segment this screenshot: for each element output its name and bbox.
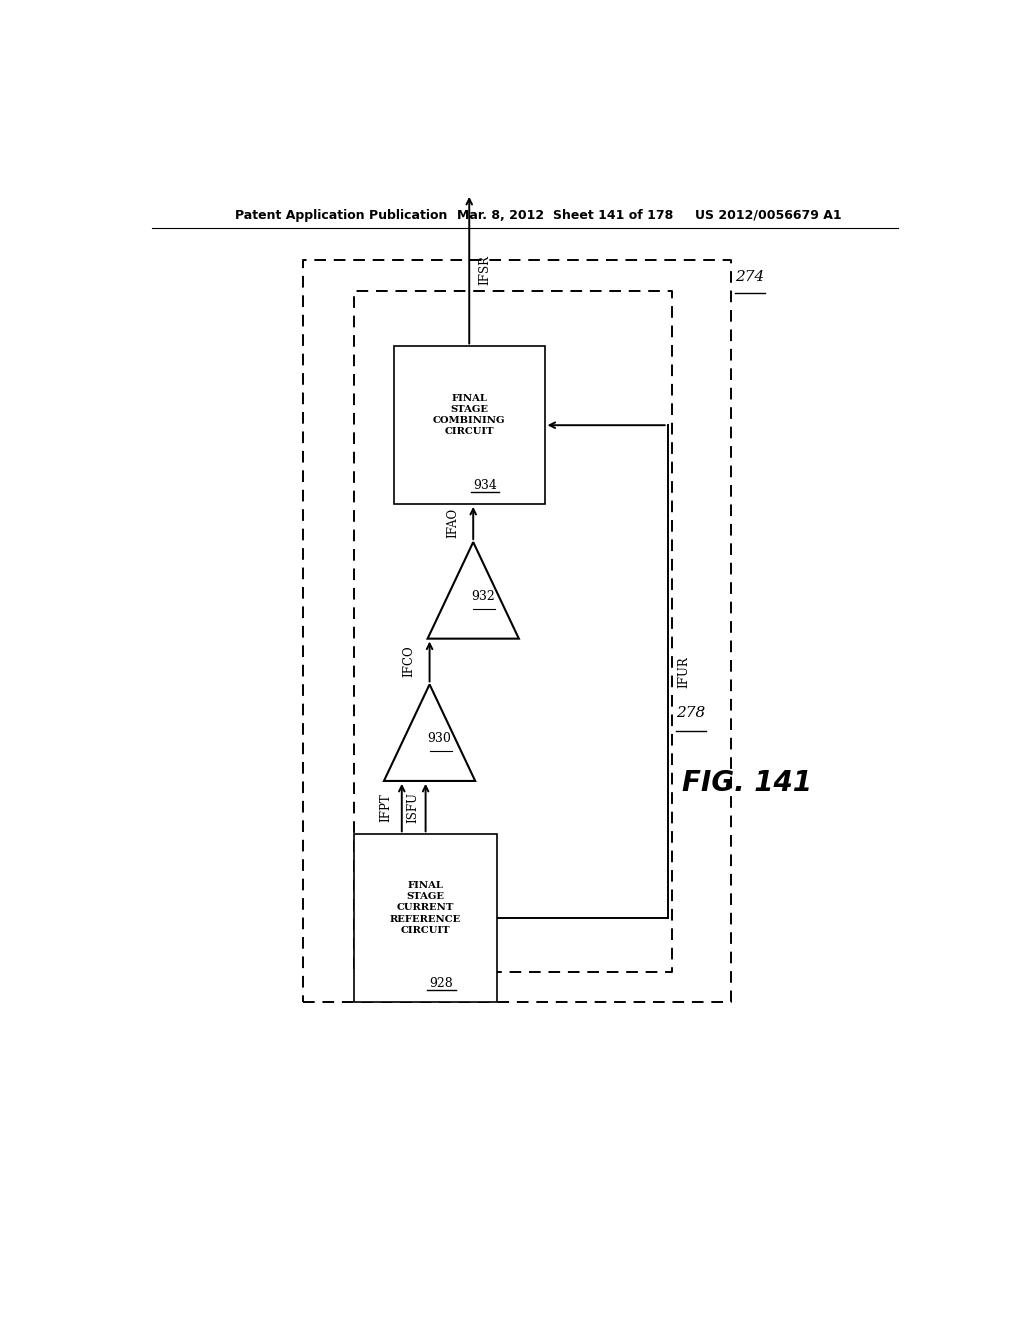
Text: Mar. 8, 2012: Mar. 8, 2012 (458, 209, 545, 222)
Text: IFSR: IFSR (479, 255, 492, 285)
Text: FIG. 141: FIG. 141 (682, 770, 812, 797)
FancyBboxPatch shape (394, 346, 545, 504)
Text: FINAL
STAGE
COMBINING
CIRCUIT: FINAL STAGE COMBINING CIRCUIT (433, 393, 506, 436)
Text: IFPT: IFPT (379, 793, 392, 822)
Text: Sheet 141 of 178: Sheet 141 of 178 (553, 209, 673, 222)
Text: IFUR: IFUR (677, 656, 690, 688)
Text: 934: 934 (473, 479, 497, 492)
Text: Patent Application Publication: Patent Application Publication (236, 209, 447, 222)
Text: ISFU: ISFU (407, 792, 419, 824)
Text: IFCO: IFCO (402, 645, 416, 677)
Text: 278: 278 (676, 706, 705, 719)
Text: IFAO: IFAO (445, 508, 459, 539)
FancyBboxPatch shape (354, 834, 497, 1002)
Text: 928: 928 (430, 977, 454, 990)
Text: 932: 932 (471, 590, 495, 603)
Text: FINAL
STAGE
CURRENT
REFERENCE
CIRCUIT: FINAL STAGE CURRENT REFERENCE CIRCUIT (390, 882, 461, 935)
Text: US 2012/0056679 A1: US 2012/0056679 A1 (695, 209, 842, 222)
Text: 930: 930 (427, 733, 451, 746)
Text: 274: 274 (735, 271, 764, 284)
